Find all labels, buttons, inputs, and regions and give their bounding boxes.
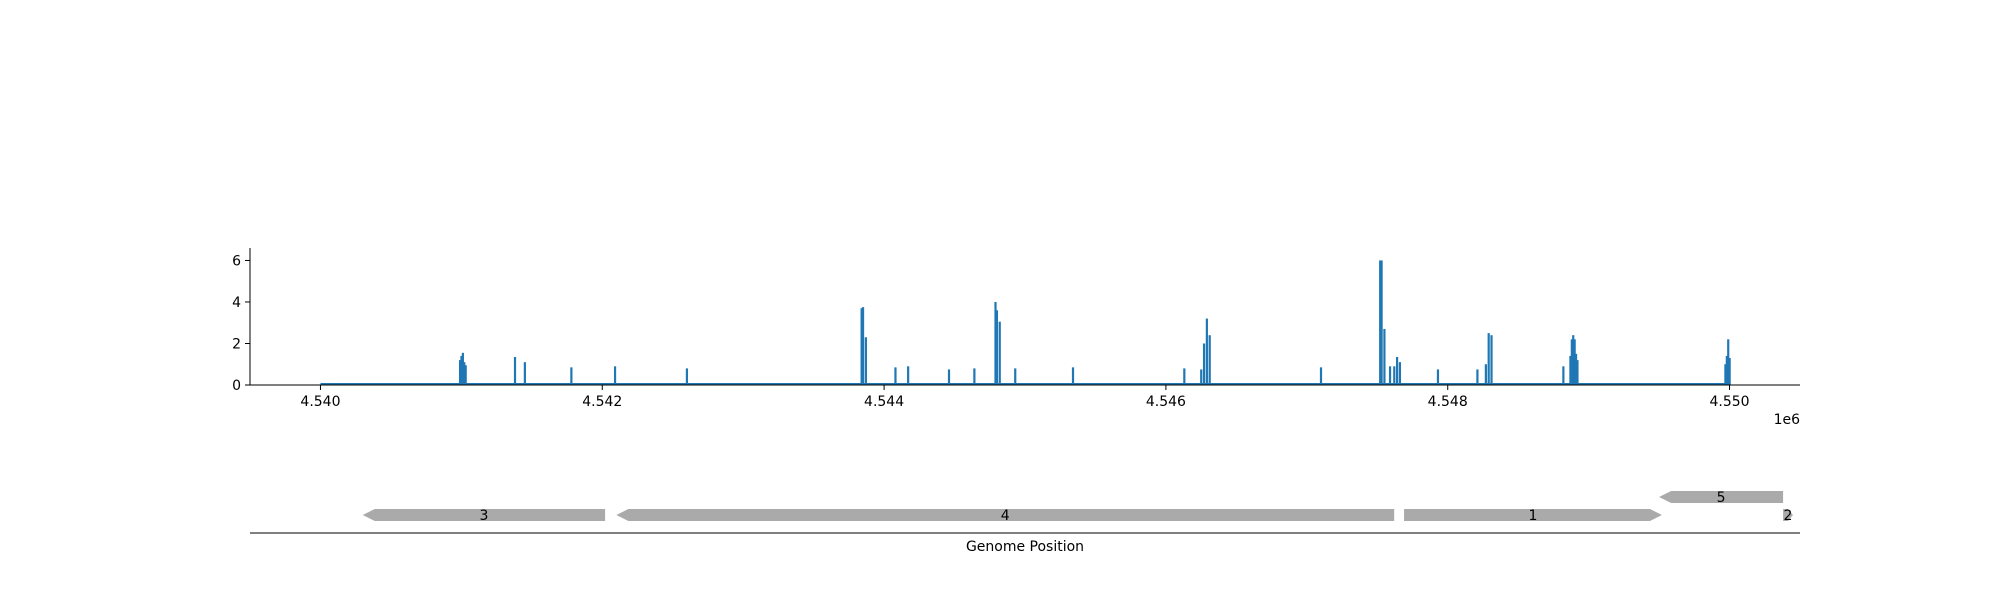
coverage-bar bbox=[1570, 339, 1573, 385]
coverage-bar bbox=[1574, 353, 1578, 385]
coverage-bar bbox=[1476, 369, 1479, 385]
y-tick-label: 2 bbox=[232, 336, 241, 352]
coverage-bar bbox=[1436, 369, 1440, 385]
coverage-bar bbox=[570, 367, 573, 385]
coverage-bar bbox=[1388, 366, 1392, 385]
coverage-bar bbox=[894, 367, 897, 385]
coverage-baseline bbox=[320, 383, 1730, 385]
gene-arrow bbox=[1659, 491, 1784, 503]
coverage-bar bbox=[1208, 335, 1211, 385]
coverage-bar bbox=[861, 307, 865, 385]
coverage-bar bbox=[1725, 355, 1728, 385]
coverage-bar bbox=[513, 356, 517, 385]
coverage-bar bbox=[1379, 260, 1382, 385]
coverage-bar bbox=[1562, 366, 1565, 385]
x-tick-label: 4.540 bbox=[300, 394, 340, 410]
x-axis-ticks: 4.540 4.542 4.544 4.546 4.548 4.550 bbox=[300, 385, 1750, 410]
coverage-bar bbox=[864, 337, 867, 385]
x-tick-label: 4.548 bbox=[1428, 394, 1468, 410]
gene-arrow bbox=[1404, 509, 1662, 521]
coverage-bar bbox=[1572, 335, 1575, 385]
gene-label: 3 bbox=[479, 508, 488, 524]
coverage-bar bbox=[461, 352, 464, 385]
y-tick-label: 4 bbox=[232, 295, 241, 311]
coverage-bar bbox=[1202, 343, 1206, 385]
gene-1: 1 bbox=[1404, 508, 1662, 524]
coverage-bar bbox=[685, 368, 689, 385]
y-tick-label: 0 bbox=[232, 378, 241, 394]
baseline-layer bbox=[320, 383, 1730, 385]
coverage-bar bbox=[1724, 364, 1727, 385]
y-axis-ticks: 0 2 4 6 bbox=[232, 253, 250, 394]
gene-4: 4 bbox=[616, 508, 1395, 524]
gene-2: 2 bbox=[1783, 508, 1793, 524]
gene-3: 3 bbox=[362, 508, 606, 524]
x-tick-label: 4.542 bbox=[582, 394, 622, 410]
coverage-bar bbox=[1383, 328, 1386, 385]
x-tick-label: 4.544 bbox=[864, 394, 904, 410]
coverage-bar bbox=[995, 310, 999, 385]
coverage-bar bbox=[1576, 360, 1579, 385]
coverage-bar bbox=[1728, 358, 1731, 385]
gene-label: 4 bbox=[1001, 508, 1010, 524]
coverage-bar bbox=[613, 366, 617, 385]
coverage-bar bbox=[973, 368, 976, 385]
gene-arrow bbox=[616, 509, 1395, 521]
coverage-plot: 4.540 4.542 4.544 4.546 4.548 4.550 0 2 4 6 1e6 bbox=[232, 248, 1800, 428]
gene-label: 5 bbox=[1717, 490, 1726, 506]
gene-5: 5 bbox=[1659, 490, 1784, 506]
coverage-bar bbox=[463, 362, 466, 385]
gene-label: 1 bbox=[1529, 508, 1538, 524]
x-axis-offset-label: 1e6 bbox=[1774, 412, 1801, 428]
coverage-bar bbox=[1380, 260, 1383, 385]
coverage-bar bbox=[1484, 364, 1487, 385]
coverage-bar bbox=[464, 365, 467, 385]
coverage-bar bbox=[458, 360, 462, 385]
coverage-bar bbox=[1071, 367, 1075, 385]
coverage-bar bbox=[460, 355, 463, 385]
coverage-bar bbox=[1573, 339, 1576, 385]
coverage-bar bbox=[1396, 356, 1399, 385]
gene-track-x-axis-label: Genome Position bbox=[966, 539, 1084, 555]
coverage-bar bbox=[1200, 369, 1203, 385]
coverage-bar bbox=[1014, 368, 1017, 385]
x-tick-label: 4.550 bbox=[1709, 394, 1749, 410]
coverage-bar bbox=[1569, 355, 1572, 385]
gene-arrow bbox=[1783, 509, 1793, 521]
coverage-bar bbox=[1319, 367, 1323, 385]
coverage-bar bbox=[998, 321, 1001, 385]
coverage-bar bbox=[860, 308, 863, 385]
coverage-bars bbox=[458, 260, 1731, 385]
gene-arrows: 3 4 1 5 2 bbox=[362, 490, 1793, 524]
gene-arrow bbox=[362, 509, 606, 521]
gene-label: 2 bbox=[1784, 508, 1793, 524]
coverage-bar bbox=[1490, 335, 1493, 385]
x-tick-label: 4.546 bbox=[1146, 394, 1186, 410]
coverage-bar bbox=[1487, 333, 1490, 385]
coverage-bar bbox=[994, 301, 997, 385]
coverage-bar bbox=[907, 366, 910, 385]
gene-track: 3 4 1 5 2 Genome Position bbox=[250, 490, 1800, 555]
coverage-bar bbox=[1183, 368, 1186, 385]
coverage-bar bbox=[1205, 318, 1208, 385]
coverage-bar bbox=[1393, 366, 1396, 385]
coverage-bar bbox=[1727, 339, 1730, 385]
coverage-bar bbox=[947, 369, 951, 385]
coverage-bar bbox=[523, 362, 526, 385]
coverage-bar bbox=[1398, 362, 1402, 385]
y-tick-label: 6 bbox=[232, 253, 241, 269]
